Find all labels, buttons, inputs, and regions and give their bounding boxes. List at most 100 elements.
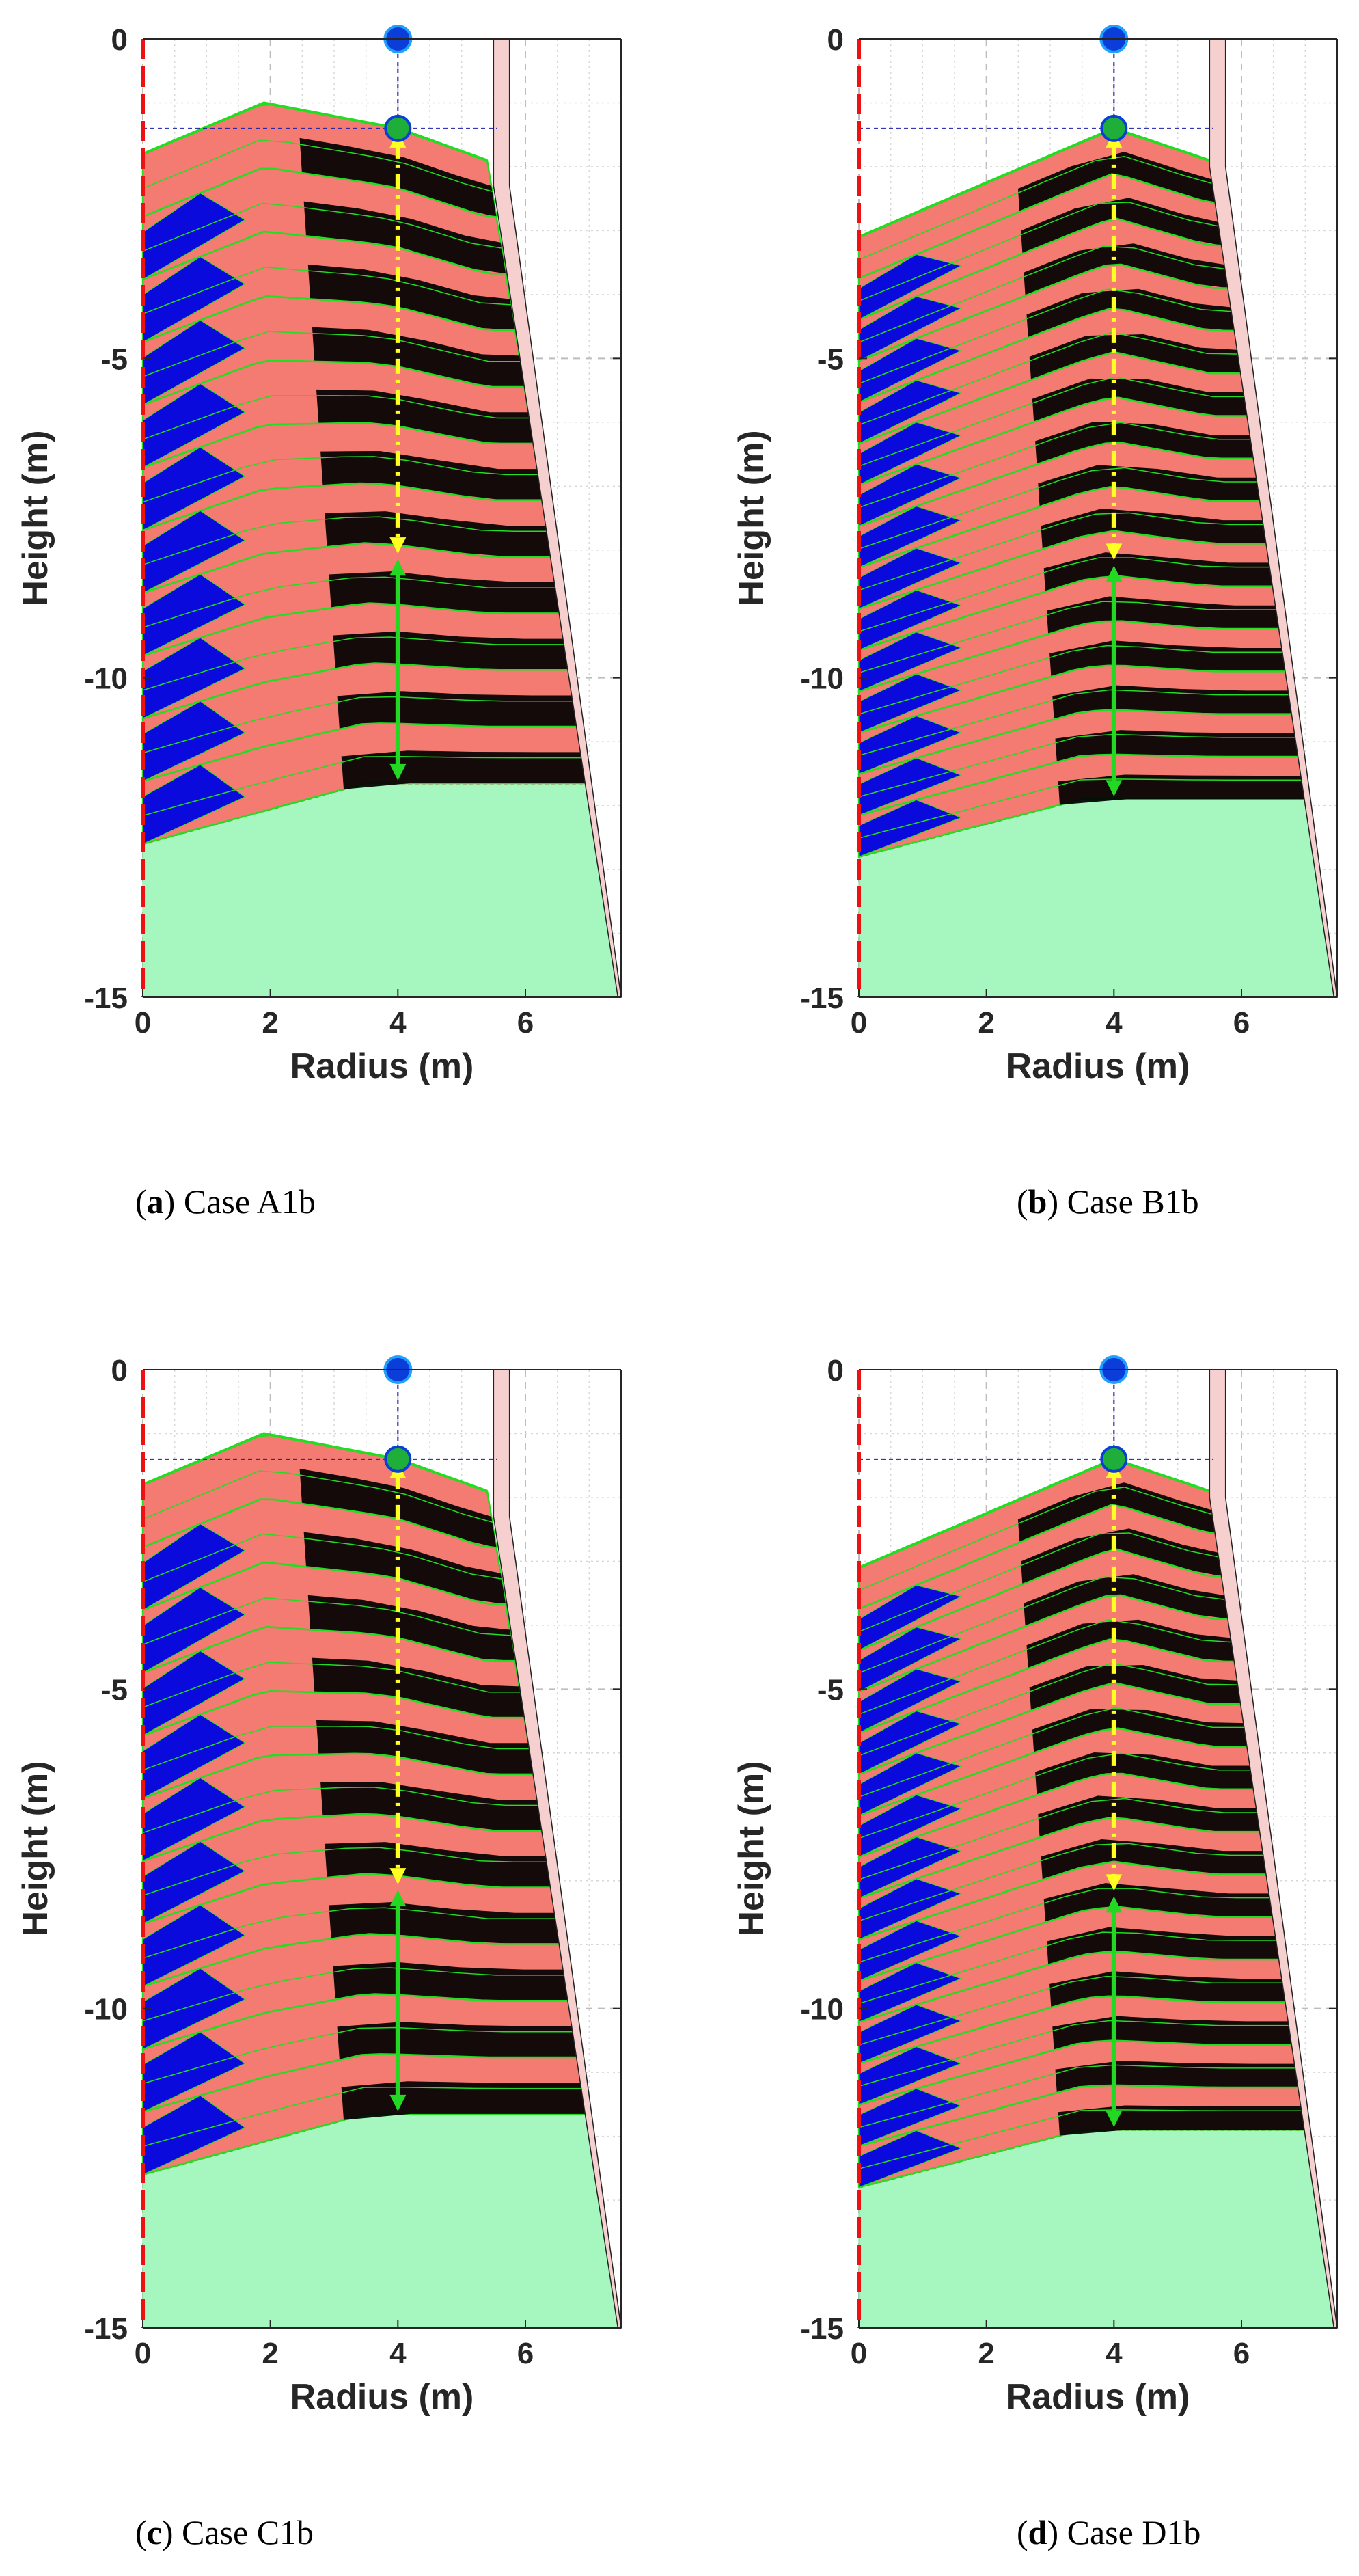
x-tick-label: 6	[1233, 2337, 1250, 2370]
layer-inner-line	[858, 601, 1277, 674]
x-tick-label: 6	[517, 2337, 534, 2370]
caption-paren-close: )	[164, 1182, 176, 1221]
y-tick-label: -5	[101, 342, 128, 376]
layer-inner-line	[142, 756, 586, 817]
layer-inner-line	[858, 1662, 1239, 1757]
layer-dark-band	[1046, 1927, 1280, 1965]
layer-dark-band	[320, 1781, 543, 1831]
caption-letter: b	[1028, 1182, 1047, 1221]
layer-inner-line	[142, 1847, 548, 1897]
panel-caption: (a) Case A1b	[135, 1182, 316, 1221]
yellow-arrow-head-down	[1106, 1874, 1123, 1891]
layer-inner-line	[142, 331, 521, 377]
layer-blue-wedge	[142, 2095, 246, 2175]
layer-inner-line	[142, 267, 511, 314]
y-axis-label: Height (m)	[16, 1761, 55, 1936]
layer-dark-band	[1041, 509, 1267, 550]
layer-dark-band	[303, 201, 506, 274]
layer-inner-line	[858, 1975, 1284, 2046]
green-arrow-head-down	[389, 2094, 407, 2111]
x-axis-label: Radius (m)	[290, 2377, 474, 2417]
probe-surface-dot	[384, 114, 412, 142]
probe-surface-dot	[384, 1445, 412, 1473]
layer-dark-band	[1017, 1482, 1216, 1543]
layer-dark-band	[325, 1842, 553, 1888]
layer-inner-line	[858, 1532, 1220, 1633]
y-axis-label: Height (m)	[16, 430, 55, 606]
layer-dark-band	[1035, 1752, 1254, 1795]
layer-inner-line	[858, 645, 1284, 715]
y-tick-label: 0	[111, 1354, 128, 1387]
layer-dark-band	[307, 1595, 515, 1662]
layer-inner-line	[142, 636, 567, 691]
layer-inner-line	[858, 2109, 1303, 2169]
y-tick-label: -10	[800, 662, 844, 696]
caption-paren-open: (	[135, 1182, 147, 1221]
layer-inner-line	[858, 2064, 1296, 2128]
layer-dark-band	[303, 1532, 506, 1605]
layer-dark-band	[329, 571, 562, 614]
layer-inner-line	[142, 1470, 493, 1523]
x-tick-label: 6	[1233, 1006, 1250, 1040]
y-tick-label: -15	[84, 2312, 128, 2346]
layer-inner-line	[142, 2026, 576, 2085]
x-axis-label: Radius (m)	[1006, 2377, 1190, 2417]
x-tick-label: 2	[978, 2337, 994, 2370]
layer-inner-line	[858, 1931, 1277, 2005]
x-axis-label: Radius (m)	[290, 1046, 474, 1086]
green-arrow-head-up	[1106, 565, 1123, 582]
layer-blue-wedge	[142, 1650, 246, 1737]
green-arrow-head-down	[1106, 780, 1123, 797]
caption-text: Case D1b	[1058, 2513, 1200, 2551]
y-tick-label: 0	[827, 23, 844, 57]
layer-inner-line	[142, 202, 502, 252]
panel-b: 0 2 4 6 0 -5 -10 -15 Radius (m) Height (m) (b) Cas…	[732, 23, 1338, 1221]
layer-dark-band	[1049, 1971, 1287, 2008]
x-tick-label: 4	[389, 1006, 407, 1040]
layer-inner-line	[858, 778, 1303, 839]
layer-inner-line	[858, 202, 1220, 302]
layer-inner-line	[858, 1843, 1265, 1922]
green-arrow-head-up	[389, 559, 407, 576]
layer-inner-line	[858, 557, 1271, 632]
layer-inner-line	[858, 376, 1246, 467]
y-tick-label: -15	[800, 2312, 844, 2346]
layer-dark-band	[320, 450, 543, 500]
layer-inner-line	[858, 1619, 1233, 1716]
layer-blue-wedge	[858, 1836, 962, 1899]
x-tick-label: 2	[262, 2337, 278, 2370]
layer-inner-line	[858, 467, 1258, 550]
layer-dark-band	[1046, 596, 1280, 634]
y-tick-label: -10	[800, 1993, 844, 2026]
layer-blue-wedge	[858, 254, 962, 321]
layer-blue-wedge	[142, 764, 246, 845]
layer-inner-line	[142, 1907, 558, 1959]
caption-paren-open: (	[135, 2513, 147, 2551]
layer-inner-line	[858, 1888, 1271, 1963]
layer-inner-line	[142, 139, 493, 192]
panel-caption: (c) Case C1b	[135, 2513, 314, 2551]
layer-inner-line	[858, 288, 1233, 385]
x-tick-label: 0	[135, 1006, 151, 1040]
layer-dark-band	[341, 2081, 590, 2120]
layer-inner-line	[142, 2087, 586, 2147]
x-tick-label: 2	[262, 1006, 278, 1040]
x-tick-label: 4	[389, 2337, 407, 2370]
layer-dark-band	[325, 511, 553, 557]
layer-inner-line	[858, 1707, 1246, 1798]
layer-dark-band	[333, 631, 571, 670]
layer-dark-band	[1038, 1795, 1261, 1838]
x-tick-label: 2	[978, 1006, 994, 1040]
yellow-arrow-head-down	[389, 1868, 407, 1885]
yellow-arrow-head-down	[389, 537, 407, 554]
layer-dark-band	[1035, 421, 1254, 465]
caption-paren-close: )	[162, 2513, 174, 2551]
layers	[857, 1461, 1306, 2188]
layer-inner-line	[142, 1967, 567, 2022]
caption-text: Case B1b	[1058, 1182, 1199, 1221]
layer-blue-wedge	[858, 673, 962, 733]
y-tick-label: -5	[817, 342, 844, 376]
caption-text: Case A1b	[175, 1182, 316, 1221]
layer-inner-line	[858, 1798, 1258, 1880]
layer-inner-line	[142, 576, 558, 628]
